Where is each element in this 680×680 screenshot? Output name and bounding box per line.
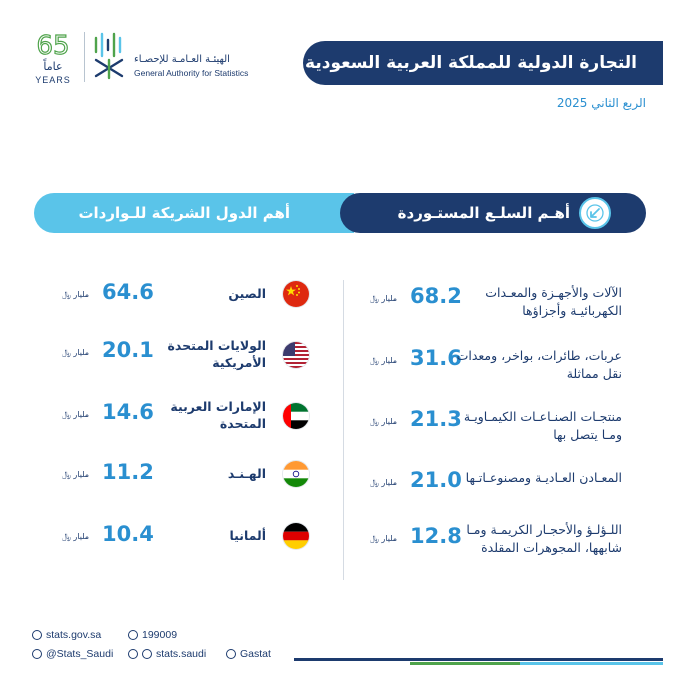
footer-line-navy bbox=[294, 658, 663, 661]
partners-section-bar: أهم الدول الشريكة للـواردات bbox=[34, 193, 354, 233]
commodity-unit: مليار ﷼ bbox=[370, 417, 398, 426]
country-unit: مليار ﷼ bbox=[62, 290, 90, 299]
china-flag-icon bbox=[283, 281, 309, 307]
logo-years-ar: عاماً bbox=[43, 58, 62, 73]
footer-line-green bbox=[410, 662, 520, 665]
title-banner: التجارة الدولية للمملكة العربية السعودية bbox=[303, 41, 663, 85]
country-value: 64.6 bbox=[102, 280, 154, 304]
commodity-label: المعـادن العـاديـة ومصنوعـاتـها bbox=[465, 470, 622, 485]
commodity-unit: مليار ﷼ bbox=[370, 534, 398, 543]
footer-line-blue bbox=[520, 662, 663, 665]
column-divider bbox=[343, 280, 344, 580]
commodity-unit: مليار ﷼ bbox=[370, 356, 398, 365]
country-label: الصين bbox=[228, 286, 266, 301]
country-value: 20.1 bbox=[102, 338, 154, 362]
gastat-name-ar: الهيئـة العـامـة للإحصـاء bbox=[134, 54, 230, 65]
country-value: 10.4 bbox=[102, 522, 154, 546]
x-icon bbox=[32, 649, 42, 659]
commodity-unit: مليار ﷼ bbox=[370, 478, 398, 487]
country-value: 14.6 bbox=[102, 400, 154, 424]
sixty-five-years-logo: 65 عاماً YEARS bbox=[35, 30, 71, 85]
country-value: 11.2 bbox=[102, 460, 154, 484]
usa-flag-icon bbox=[283, 342, 309, 368]
phone-text: 199009 bbox=[142, 629, 178, 641]
commodity-value: 68.2 bbox=[410, 284, 462, 308]
country-unit: مليار ﷼ bbox=[62, 470, 90, 479]
germany-flag-icon bbox=[283, 523, 309, 549]
partners-section-title: أهم الدول الشريكة للـواردات bbox=[78, 204, 290, 222]
commodity-value: 12.8 bbox=[410, 524, 462, 548]
country-unit: مليار ﷼ bbox=[62, 532, 90, 541]
phone-icon bbox=[128, 630, 138, 640]
logo-years-number: 65 bbox=[36, 31, 69, 61]
social-handle-text: stats.saudi bbox=[156, 648, 207, 660]
country-label: الولايات المتحدة الأمريكية bbox=[167, 338, 267, 370]
globe-icon bbox=[32, 630, 42, 640]
imports-section-title: أهـم السلـع المستـوردة bbox=[397, 204, 570, 222]
linkedin-text: Gastat bbox=[240, 648, 271, 660]
commodity-value: 31.6 bbox=[410, 346, 462, 370]
linkedin-link[interactable]: Gastat bbox=[226, 648, 271, 660]
country-label: الهـنـد bbox=[227, 466, 266, 481]
x-link[interactable]: @Stats_Saudi bbox=[32, 648, 113, 660]
country-label: ألمانيا bbox=[229, 528, 266, 543]
commodity-label: عربات، طائرات، بواخر، ومعدات نقل مماثلة bbox=[456, 348, 622, 381]
import-arrow-icon bbox=[579, 197, 611, 229]
logo-separator bbox=[84, 32, 85, 82]
website-link[interactable]: stats.gov.sa bbox=[32, 629, 101, 641]
india-flag-icon bbox=[283, 461, 309, 487]
phone-link[interactable]: 199009 bbox=[128, 629, 177, 641]
country-unit: مليار ﷼ bbox=[62, 348, 90, 357]
gastat-logo-icon bbox=[94, 32, 124, 80]
commodity-value: 21.3 bbox=[410, 407, 462, 431]
country-unit: مليار ﷼ bbox=[62, 410, 90, 419]
instagram-icon bbox=[128, 649, 138, 659]
website-text: stats.gov.sa bbox=[46, 629, 102, 641]
uae-flag-icon bbox=[283, 403, 309, 429]
gastat-name-en: General Authority for Statistics bbox=[134, 68, 249, 78]
commodity-label: اللـؤلـؤ والأحجـار الكريمـة ومـا شابهها،… bbox=[466, 522, 622, 555]
commodity-value: 21.0 bbox=[410, 468, 462, 492]
commodity-unit: مليار ﷼ bbox=[370, 294, 398, 303]
facebook-icon bbox=[142, 649, 152, 659]
page-title: التجارة الدولية للمملكة العربية السعودية bbox=[305, 53, 637, 73]
country-label: الإمارات العربية المتحدة bbox=[170, 399, 266, 431]
x-handle-text: @Stats_Saudi bbox=[46, 648, 114, 660]
logo-years-en: YEARS bbox=[35, 75, 71, 85]
page-subtitle: الربع الثاني 2025 bbox=[556, 96, 646, 110]
linkedin-icon bbox=[226, 649, 236, 659]
social-link[interactable]: stats.saudi bbox=[128, 648, 206, 660]
commodity-label: الآلات والأجهـزة والمعـدات الكهربائيـة و… bbox=[485, 285, 622, 318]
commodity-label: منتجـات الصنـاعـات الكيمـاويـة ومـا يتصل… bbox=[463, 409, 622, 442]
